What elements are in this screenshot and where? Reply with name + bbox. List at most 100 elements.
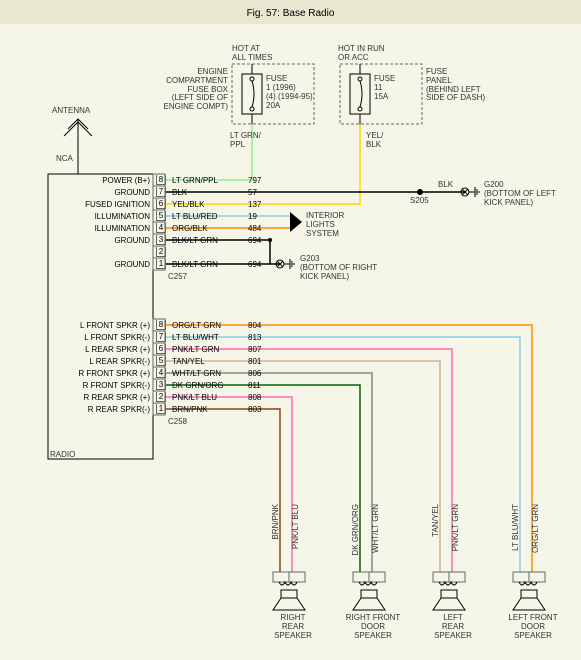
pin-label: L FRONT SPKR(-) [55, 333, 150, 342]
pin-code: 813 [248, 333, 278, 342]
pin-wire: BLK/LT GRN [172, 260, 242, 269]
pin-row: GROUND 7 BLK 57 [55, 186, 278, 198]
pin-label: R REAR SPKR(-) [55, 405, 150, 414]
pin-label: L REAR SPKR (+) [55, 345, 150, 354]
fuse1-details: 1 (1996)(4) (1994-95)20A [266, 84, 313, 110]
pin-row: L FRONT SPKR(-)7LT BLU/WHT813 [55, 331, 278, 343]
fuse-11 [350, 74, 370, 114]
pin-label: R FRONT SPKR(-) [55, 381, 150, 390]
pin-label: GROUND [55, 260, 150, 269]
pin-row: ILLUMINATION4ORG/BLK484 [55, 222, 278, 234]
pin-row: 2 [55, 246, 278, 258]
pin-number: 3 [156, 380, 166, 390]
splice-s205 [417, 189, 423, 195]
yel-blk-label: YEL/BLK [366, 132, 383, 150]
fuse-1 [242, 74, 262, 114]
engine-compartment-label: ENGINECOMPARTMENTFUSE BOX(LEFT SIDE OFEN… [158, 68, 228, 112]
pin-code: 803 [248, 405, 278, 414]
pin-row: POWER (B+) 8 LT GRN/PPL 797 [55, 174, 278, 186]
speakers [273, 572, 545, 610]
g200-label: G200 [484, 180, 504, 189]
pin-wire: BLK/LT GRN [172, 236, 242, 245]
fuse-panel-label: FUSEPANEL(BEHIND LEFTSIDE OF DASH) [426, 68, 485, 103]
figure-title: Fig. 57: Base Radio [0, 8, 581, 19]
pin-number: 5 [156, 211, 166, 221]
pin-code: 694 [248, 260, 278, 269]
pin-code: 57 [248, 188, 278, 197]
pin-wire: BRN/PNK [172, 405, 242, 414]
speaker-wire [165, 409, 280, 572]
speaker-symbol [273, 572, 305, 610]
speaker-wire-label: LT BLU/WHT [511, 504, 520, 551]
pin-wire: BLK [172, 188, 242, 197]
pin-label: GROUND [55, 188, 150, 197]
speaker-name: LEFTREARSPEAKER [425, 614, 481, 640]
hot-in-run: HOT IN RUNOR ACC [338, 44, 385, 62]
interior-lights-label: INTERIORLIGHTSSYSTEM [306, 212, 344, 238]
pin-wire: DK GRN/ORG [172, 381, 242, 390]
g200-note: (BOTTOM OF LEFTKICK PANEL) [484, 190, 556, 208]
pin-number: 4 [156, 223, 166, 233]
pin-label: R REAR SPKR (+) [55, 393, 150, 402]
pin-code: 19 [248, 212, 278, 221]
pin-number: 1 [156, 404, 166, 414]
pin-number: 8 [156, 320, 166, 330]
pin-row: R REAR SPKR(-) 1 BRN/PNK 803 [55, 403, 278, 415]
speaker-symbol [513, 572, 545, 610]
pin-wire: ORG/LT GRN [172, 321, 242, 330]
g203-note: (BOTTOM OF RIGHTKICK PANEL) [300, 264, 377, 282]
nca-label: NCA [56, 154, 73, 163]
pin-row: L FRONT SPKR (+)8ORG/LT GRN804 [55, 319, 278, 331]
pin-number: 7 [156, 187, 166, 197]
pin-number: 6 [156, 199, 166, 209]
speaker-wire-label: BRN/PNK [271, 504, 280, 540]
pin-number: 2 [156, 247, 166, 257]
pin-label: FUSED IGNITION [55, 200, 150, 209]
pin-number: 1 [156, 259, 166, 269]
pin-code: 801 [248, 357, 278, 366]
speaker-symbol [353, 572, 385, 610]
pin-wire: TAN/YEL [172, 357, 242, 366]
pin-wire: ORG/BLK [172, 224, 242, 233]
speaker-name: LEFT FRONTDOORSPEAKER [505, 614, 561, 640]
c258-label: C258 [168, 417, 187, 426]
pin-wire: WHT/LT GRN [172, 369, 242, 378]
pin-label: GROUND [55, 236, 150, 245]
hot-all-times: HOT ATALL TIMES [232, 44, 272, 62]
fuse11-details: 1115A [374, 84, 388, 102]
pin-row: FUSED IGNITION6YEL/BLK137 [55, 198, 278, 210]
pin-number: 5 [156, 356, 166, 366]
pin-number: 4 [156, 368, 166, 378]
pin-code: 806 [248, 369, 278, 378]
radio-label: RADIO [50, 450, 75, 459]
antenna-symbol [64, 119, 92, 174]
pin-wire: PNK/LT BLU [172, 393, 242, 402]
pin-code: 137 [248, 200, 278, 209]
pin-row: R FRONT SPKR (+)4WHT/LT GRN806 [55, 367, 278, 379]
pin-number: 3 [156, 235, 166, 245]
pin-code: 808 [248, 393, 278, 402]
pin-code: 807 [248, 345, 278, 354]
pin-row: GROUND3BLK/LT GRN694 [55, 234, 278, 246]
s205-label: S205 [410, 196, 429, 205]
pin-wire: LT GRN/PPL [172, 176, 242, 185]
pin-number: 8 [156, 175, 166, 185]
speaker-wire-label: PNK/LT BLU [291, 504, 300, 549]
pin-code: 484 [248, 224, 278, 233]
fuse1-label: FUSE [266, 74, 287, 83]
pin-label: POWER (B+) [55, 176, 150, 185]
pin-row: GROUND 1 BLK/LT GRN 694 [55, 258, 278, 270]
pin-row: ILLUMINATION5LT BLU/RED19 [55, 210, 278, 222]
pin-wire: LT BLU/RED [172, 212, 242, 221]
ltgrn-ppl-label: LT GRN/PPL [230, 132, 261, 150]
pin-number: 2 [156, 392, 166, 402]
pin-row: L REAR SPKR(-) 5 TAN/YEL 801 [55, 355, 278, 367]
pin-row: R FRONT SPKR(-)3DK GRN/ORG811 [55, 379, 278, 391]
speaker-wire-label: DK GRN/ORG [351, 504, 360, 556]
pin-label: L REAR SPKR(-) [55, 357, 150, 366]
pin-code: 804 [248, 321, 278, 330]
pin-code: 797 [248, 176, 278, 185]
blk-label: BLK [438, 180, 453, 189]
c257-label: C257 [168, 272, 187, 281]
g203-label: G203 [300, 254, 320, 263]
